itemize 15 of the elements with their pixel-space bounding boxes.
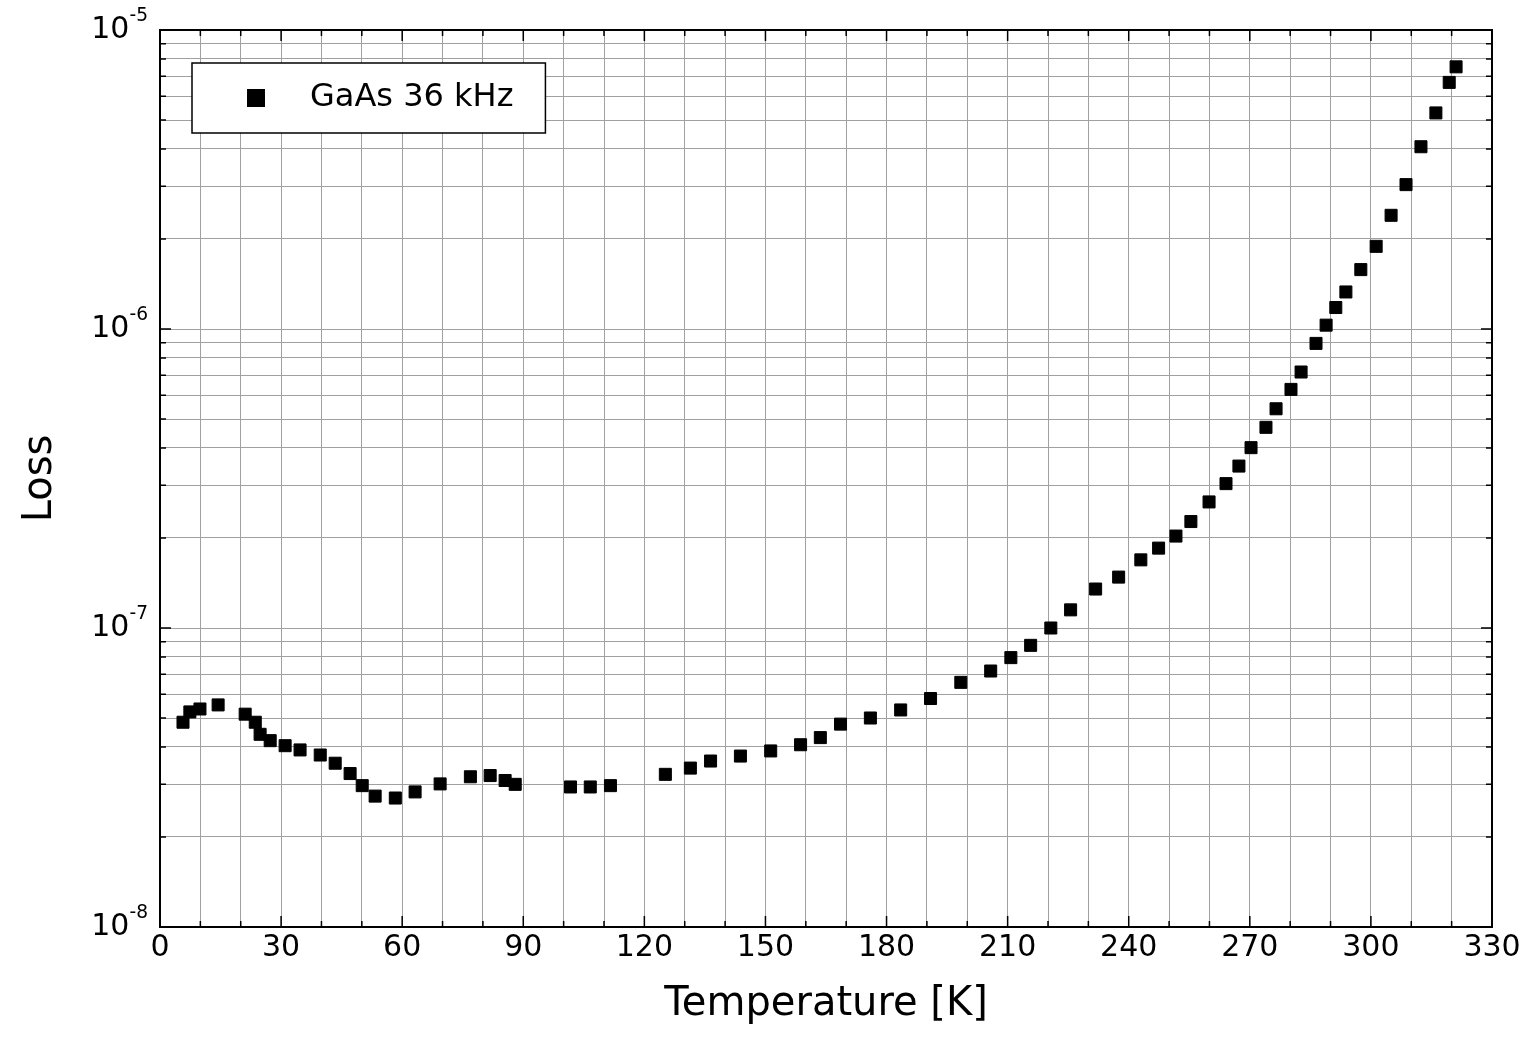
x-tick-label: 30 <box>262 927 301 963</box>
y-axis-title: Loss <box>14 434 61 523</box>
x-tick-label: 210 <box>979 927 1037 963</box>
x-tick-label: 180 <box>857 927 916 963</box>
x-tick-label: 60 <box>383 927 422 963</box>
x-tick-label: 270 <box>1221 927 1279 963</box>
x-tick-label: 300 <box>1342 927 1400 963</box>
x-tick-label: 90 <box>504 927 543 963</box>
x-tick-label: 240 <box>1100 927 1158 963</box>
legend-label: GaAs 36 kHz <box>310 76 514 115</box>
x-tick-label: 150 <box>736 927 795 963</box>
x-tick-label: 330 <box>1463 927 1521 963</box>
x-tick-label: 0 <box>150 927 170 963</box>
x-axis-title: Temperature [K] <box>663 978 988 1025</box>
x-tick-label: 120 <box>615 927 673 963</box>
